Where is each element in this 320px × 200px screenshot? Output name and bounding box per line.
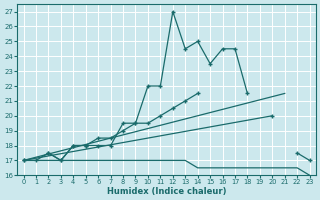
X-axis label: Humidex (Indice chaleur): Humidex (Indice chaleur)	[107, 187, 226, 196]
